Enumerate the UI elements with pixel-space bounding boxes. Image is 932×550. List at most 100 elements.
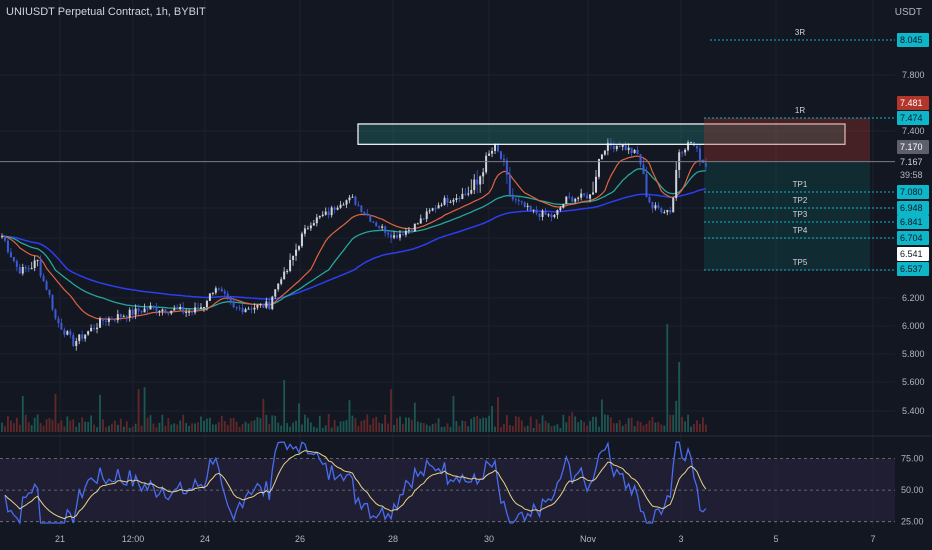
volume-bar (24, 414, 27, 432)
volume-bar (277, 422, 280, 432)
candle-body (416, 223, 419, 225)
price-tag-box (897, 140, 929, 154)
price-tick-label: 6.200 (902, 293, 925, 303)
volume-bar (687, 414, 689, 432)
volume-bar (229, 418, 232, 432)
candles (1, 138, 707, 351)
volume-bar (113, 420, 116, 432)
volume-bar (75, 426, 78, 432)
volume-bar (226, 424, 229, 432)
volume-bar (375, 416, 378, 432)
volume-bar (96, 427, 98, 432)
candle-body (562, 203, 565, 208)
volume-bar (470, 418, 473, 432)
volume-bar (268, 423, 271, 432)
volume-bar (48, 418, 51, 432)
candle-body (256, 304, 259, 308)
candle-body (66, 331, 69, 335)
volume-bar (413, 402, 416, 432)
candle-body (197, 307, 200, 309)
volume-bar (517, 416, 520, 432)
candle-body (372, 221, 375, 223)
candle-body (223, 291, 226, 294)
price-tag-box (897, 215, 929, 229)
volume-bar (185, 423, 188, 432)
volume-bar (503, 424, 505, 432)
candle-body (627, 147, 630, 150)
volume-bar (232, 417, 235, 432)
candle-body (48, 289, 51, 295)
volume-bar (256, 416, 259, 432)
candle-body (339, 204, 342, 208)
candle-body (360, 205, 363, 212)
volume-bar (678, 362, 681, 432)
target-zone (704, 161, 870, 270)
candle-body (205, 300, 208, 307)
volume-bar (455, 420, 458, 432)
level-label: TP2 (793, 196, 808, 205)
candle-body (179, 306, 182, 310)
candle-body (440, 204, 443, 206)
candle-body (482, 172, 485, 177)
volume-bar (110, 423, 113, 432)
volume-bar (663, 425, 666, 432)
candle-body (422, 218, 425, 220)
moving-averages (1, 155, 707, 320)
candle-body (538, 213, 541, 217)
volume-bar (203, 420, 205, 432)
level-label: TP1 (793, 180, 808, 189)
volume-bar (217, 421, 220, 432)
price-tick-label: 5.400 (902, 406, 925, 416)
volume-bar (244, 421, 247, 432)
candle-body (443, 197, 446, 205)
volume-bar (81, 417, 84, 432)
candle-body (690, 141, 693, 143)
volume-bar (425, 424, 428, 432)
volume-bar (15, 417, 18, 432)
level-label: TP3 (793, 210, 808, 219)
resistance-zone (357, 123, 846, 145)
volume-bar (301, 424, 303, 432)
candle-body (505, 160, 508, 175)
price-tag-box (897, 262, 929, 276)
volume-bar (699, 424, 701, 432)
candle-body (657, 205, 660, 209)
volume-bar (274, 415, 277, 432)
volume-bar (304, 414, 306, 432)
candle-body (214, 288, 217, 293)
candle-body (648, 197, 651, 203)
volume-bar (36, 414, 39, 432)
candle-body (398, 234, 401, 238)
volume-bar (482, 417, 485, 432)
volume-bar (42, 425, 45, 432)
candle-body (333, 207, 336, 210)
volume-bar (321, 427, 324, 432)
time-axis: 21 12:00 24 26 28 30 Nov 3 5 7 (55, 534, 876, 544)
candle-body (434, 208, 437, 210)
volume-bar (461, 420, 464, 432)
candle-body (104, 320, 107, 322)
volume-bar (589, 420, 591, 432)
volume-bar (27, 422, 30, 432)
volume-bar (143, 387, 146, 432)
volume-bar (690, 426, 692, 432)
volume-bar (182, 414, 185, 432)
volume-bar (553, 425, 556, 432)
time-tick-label: 3 (678, 534, 683, 544)
price-tag-text: 6.541 (900, 249, 923, 259)
candle-body (639, 154, 642, 165)
candle-body (407, 229, 410, 231)
candle-body (636, 149, 639, 155)
time-tick-label: 21 (55, 534, 65, 544)
volume-bar (327, 414, 330, 432)
volume-bar (99, 394, 101, 432)
time-tick-label: 5 (773, 534, 778, 544)
candle-body (580, 193, 583, 198)
candle-body (250, 308, 253, 310)
candle-body (597, 158, 600, 177)
ema-mid-line (1, 168, 706, 310)
candle-body (547, 214, 550, 216)
volume-bar (514, 416, 517, 432)
candle-body (167, 312, 170, 314)
